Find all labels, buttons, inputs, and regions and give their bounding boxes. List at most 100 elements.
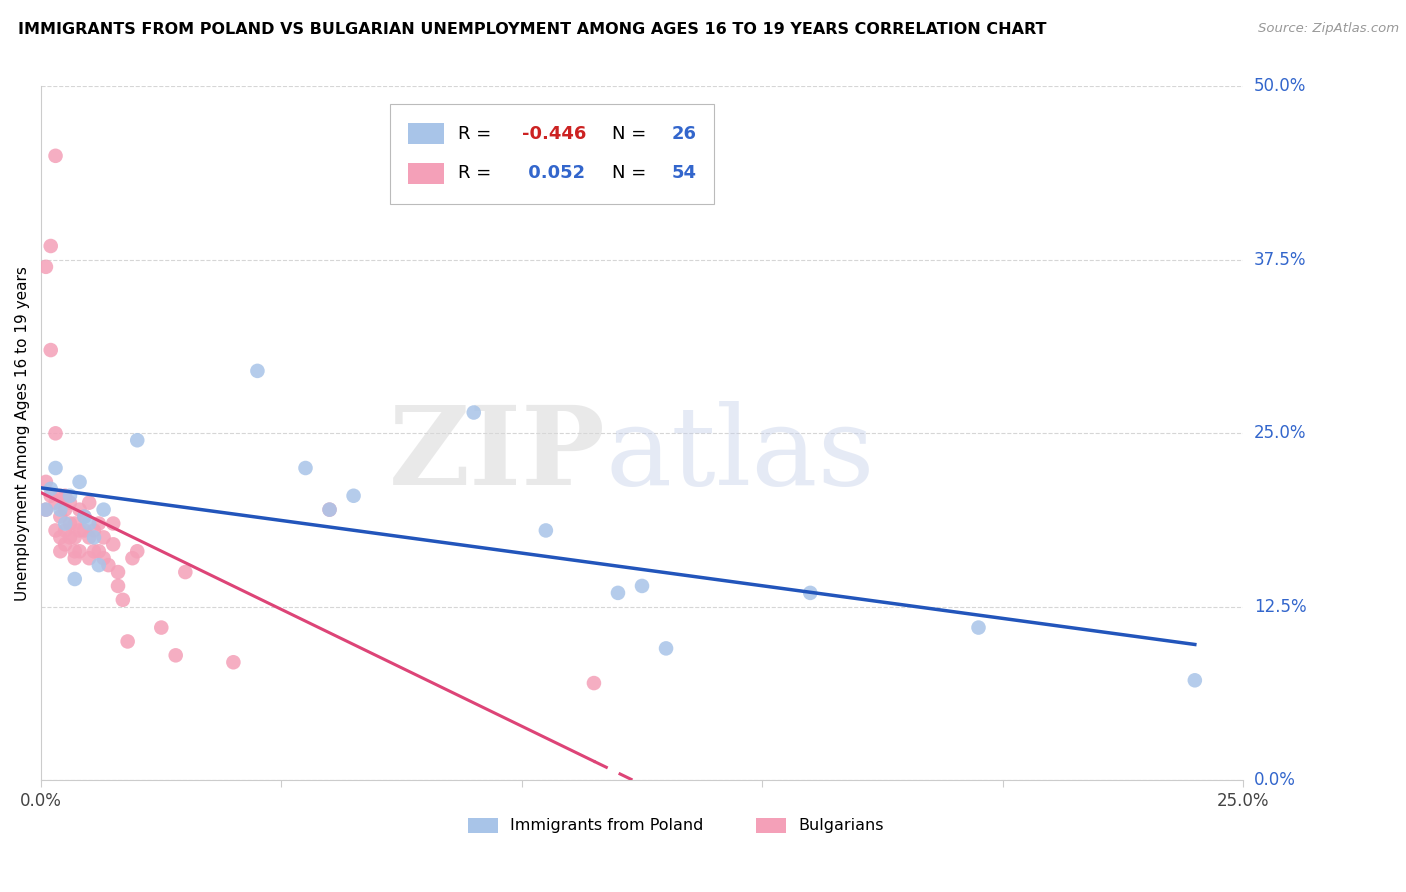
Point (127, 434, 149, 448)
Point (165, 648, 187, 663)
Text: 54: 54 (672, 164, 697, 182)
Point (127, 544, 149, 558)
Point (83, 530, 105, 544)
Bar (408, 162, 444, 184)
Point (150, 621, 173, 635)
Point (799, 586, 821, 600)
Text: 25.0%: 25.0% (1254, 425, 1306, 442)
Bar (468, 818, 498, 833)
Point (107, 579, 129, 593)
Text: N =: N = (612, 125, 652, 143)
Point (49, 489, 72, 503)
Point (35, 502, 58, 516)
Point (77, 530, 100, 544)
Point (69, 502, 91, 516)
Point (73, 509, 96, 524)
Point (77, 496, 100, 510)
FancyBboxPatch shape (389, 103, 714, 204)
Text: IMMIGRANTS FROM POLAND VS BULGARIAN UNEMPLOYMENT AMONG AGES 16 TO 19 YEARS CORRE: IMMIGRANTS FROM POLAND VS BULGARIAN UNEM… (18, 22, 1047, 37)
Point (111, 592, 134, 607)
Text: -0.446: -0.446 (522, 125, 586, 143)
Point (582, 676, 605, 690)
Text: 0.0%: 0.0% (1254, 772, 1296, 789)
Point (39, 489, 62, 503)
Point (59, 530, 82, 544)
Point (49, 509, 72, 524)
Point (87, 516, 110, 531)
Point (59, 496, 82, 510)
Point (53, 516, 76, 531)
Point (69, 524, 91, 538)
Point (53, 502, 76, 516)
Point (39, 482, 62, 496)
Point (93, 530, 115, 544)
Point (103, 537, 125, 551)
Point (246, 364, 269, 378)
Point (39, 239, 62, 253)
Point (294, 461, 316, 475)
Point (35, 260, 58, 274)
Point (103, 516, 125, 531)
Point (69, 475, 91, 489)
Point (117, 634, 139, 648)
Point (463, 405, 485, 419)
Point (35, 475, 58, 489)
Point (39, 343, 62, 357)
Point (174, 565, 197, 579)
Point (73, 509, 96, 524)
Point (1184, 673, 1206, 688)
Point (87, 544, 110, 558)
Point (63, 516, 86, 531)
Point (59, 516, 82, 531)
Text: atlas: atlas (606, 401, 876, 508)
Point (655, 641, 678, 656)
Text: R =: R = (458, 164, 498, 182)
Point (44, 496, 66, 510)
Bar (756, 818, 786, 833)
Point (63, 544, 86, 558)
Point (49, 530, 72, 544)
Point (44, 149, 66, 163)
Point (53, 537, 76, 551)
Point (49, 502, 72, 516)
Point (69, 544, 91, 558)
Point (77, 551, 100, 566)
Text: 0.052: 0.052 (522, 164, 585, 182)
Point (631, 579, 654, 593)
Y-axis label: Unemployment Among Ages 16 to 19 years: Unemployment Among Ages 16 to 19 years (15, 266, 30, 600)
Point (318, 502, 340, 516)
Point (97, 558, 120, 573)
Point (35, 502, 58, 516)
Point (59, 489, 82, 503)
Text: 50.0%: 50.0% (1254, 78, 1306, 95)
Point (318, 502, 340, 516)
Text: ZIP: ZIP (389, 401, 606, 508)
Text: 12.5%: 12.5% (1254, 598, 1306, 615)
Bar (408, 123, 444, 144)
Point (63, 572, 86, 586)
Point (44, 524, 66, 538)
Text: N =: N = (612, 164, 652, 182)
Point (63, 530, 86, 544)
Text: 37.5%: 37.5% (1254, 251, 1306, 268)
Point (83, 544, 105, 558)
Point (93, 502, 115, 516)
Point (73, 524, 96, 538)
Point (607, 586, 630, 600)
Point (107, 565, 129, 579)
Point (77, 516, 100, 531)
Point (49, 544, 72, 558)
Text: R =: R = (458, 125, 498, 143)
Point (121, 551, 143, 566)
Point (342, 489, 364, 503)
Point (63, 551, 86, 566)
Text: Bulgarians: Bulgarians (799, 818, 884, 833)
Point (44, 426, 66, 441)
Point (83, 524, 105, 538)
Point (53, 524, 76, 538)
Point (93, 551, 115, 566)
Point (967, 621, 990, 635)
Point (53, 489, 76, 503)
Text: 26: 26 (672, 125, 697, 143)
Point (87, 558, 110, 573)
